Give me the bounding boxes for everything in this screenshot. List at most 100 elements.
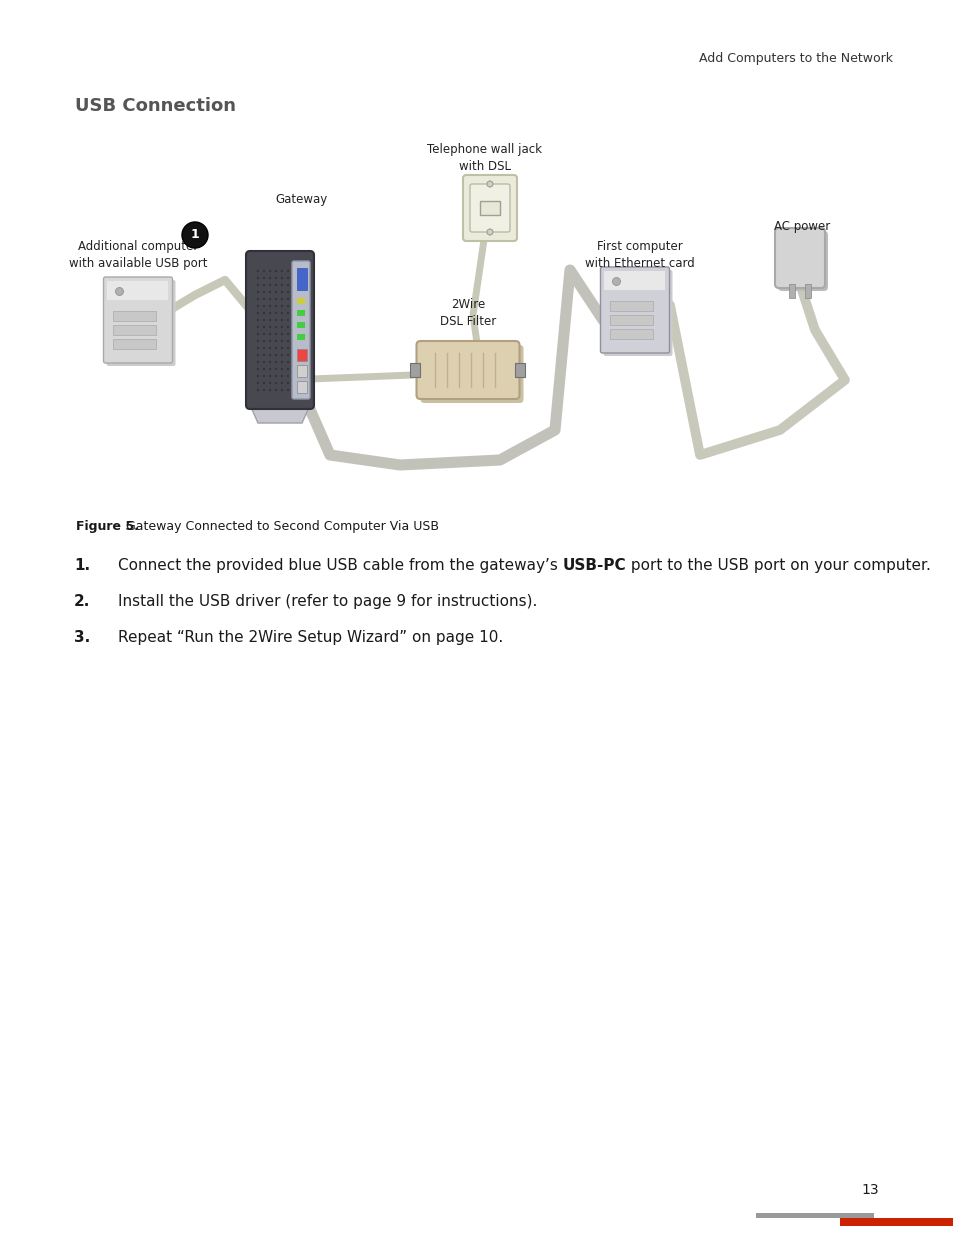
FancyBboxPatch shape bbox=[462, 175, 517, 241]
Bar bbox=[113, 311, 156, 321]
FancyBboxPatch shape bbox=[603, 270, 672, 356]
Circle shape bbox=[269, 382, 271, 384]
Circle shape bbox=[262, 353, 265, 356]
Circle shape bbox=[269, 298, 271, 300]
Text: 1: 1 bbox=[191, 228, 199, 242]
Circle shape bbox=[298, 298, 301, 300]
Circle shape bbox=[269, 347, 271, 350]
Circle shape bbox=[298, 374, 301, 377]
Circle shape bbox=[262, 389, 265, 391]
Circle shape bbox=[274, 389, 277, 391]
FancyBboxPatch shape bbox=[107, 280, 175, 366]
Circle shape bbox=[256, 305, 259, 308]
Bar bbox=[296, 268, 307, 290]
Text: USB Connection: USB Connection bbox=[75, 98, 235, 115]
Circle shape bbox=[298, 326, 301, 329]
Circle shape bbox=[293, 298, 294, 300]
Circle shape bbox=[262, 277, 265, 279]
Circle shape bbox=[115, 288, 123, 295]
Circle shape bbox=[256, 311, 259, 314]
Circle shape bbox=[256, 269, 259, 272]
Circle shape bbox=[287, 389, 289, 391]
Text: port to the USB port on your computer.: port to the USB port on your computer. bbox=[626, 558, 930, 573]
Circle shape bbox=[293, 277, 294, 279]
Circle shape bbox=[298, 277, 301, 279]
Circle shape bbox=[256, 368, 259, 370]
Text: AC power: AC power bbox=[773, 220, 829, 233]
Circle shape bbox=[293, 311, 294, 314]
Circle shape bbox=[274, 305, 277, 308]
Circle shape bbox=[293, 340, 294, 342]
Circle shape bbox=[293, 319, 294, 321]
Circle shape bbox=[298, 347, 301, 350]
Bar bbox=[755, 1213, 873, 1218]
Circle shape bbox=[274, 382, 277, 384]
Circle shape bbox=[287, 340, 289, 342]
Circle shape bbox=[274, 332, 277, 335]
Circle shape bbox=[287, 311, 289, 314]
Circle shape bbox=[269, 284, 271, 287]
Circle shape bbox=[293, 361, 294, 363]
Circle shape bbox=[298, 284, 301, 287]
Circle shape bbox=[298, 290, 301, 293]
Circle shape bbox=[280, 284, 283, 287]
Circle shape bbox=[274, 361, 277, 363]
Circle shape bbox=[256, 382, 259, 384]
Circle shape bbox=[262, 368, 265, 370]
Circle shape bbox=[262, 326, 265, 329]
Circle shape bbox=[262, 305, 265, 308]
Circle shape bbox=[262, 332, 265, 335]
Circle shape bbox=[287, 277, 289, 279]
Circle shape bbox=[256, 326, 259, 329]
Text: Connect the provided blue USB cable from the gateway’s: Connect the provided blue USB cable from… bbox=[118, 558, 562, 573]
Circle shape bbox=[262, 298, 265, 300]
Circle shape bbox=[256, 347, 259, 350]
Circle shape bbox=[274, 368, 277, 370]
Circle shape bbox=[298, 368, 301, 370]
Circle shape bbox=[280, 319, 283, 321]
Text: First computer
with Ethernet card: First computer with Ethernet card bbox=[584, 240, 694, 270]
Circle shape bbox=[269, 389, 271, 391]
Circle shape bbox=[182, 222, 208, 248]
Bar bbox=[410, 363, 420, 377]
Bar bbox=[788, 284, 794, 298]
Bar bbox=[610, 315, 653, 325]
Circle shape bbox=[274, 340, 277, 342]
Circle shape bbox=[262, 374, 265, 377]
Circle shape bbox=[280, 382, 283, 384]
Circle shape bbox=[274, 298, 277, 300]
Circle shape bbox=[269, 361, 271, 363]
Circle shape bbox=[274, 353, 277, 356]
Circle shape bbox=[298, 353, 301, 356]
Bar bbox=[296, 298, 305, 304]
Circle shape bbox=[293, 382, 294, 384]
Circle shape bbox=[262, 382, 265, 384]
Circle shape bbox=[293, 326, 294, 329]
Circle shape bbox=[486, 182, 493, 186]
Circle shape bbox=[269, 353, 271, 356]
Circle shape bbox=[256, 298, 259, 300]
FancyBboxPatch shape bbox=[420, 345, 523, 403]
Circle shape bbox=[256, 319, 259, 321]
Circle shape bbox=[293, 368, 294, 370]
Circle shape bbox=[274, 284, 277, 287]
Circle shape bbox=[269, 311, 271, 314]
Circle shape bbox=[280, 305, 283, 308]
Circle shape bbox=[280, 340, 283, 342]
Circle shape bbox=[262, 290, 265, 293]
Bar bbox=[604, 270, 665, 289]
Circle shape bbox=[287, 361, 289, 363]
Bar bbox=[296, 366, 307, 377]
Text: Gateway Connected to Second Computer Via USB: Gateway Connected to Second Computer Via… bbox=[122, 520, 438, 534]
Circle shape bbox=[262, 347, 265, 350]
Text: Install the USB driver (refer to page 9 for instructions).: Install the USB driver (refer to page 9 … bbox=[118, 594, 537, 609]
Text: USB-PC: USB-PC bbox=[562, 558, 626, 573]
Circle shape bbox=[256, 374, 259, 377]
Circle shape bbox=[262, 361, 265, 363]
Circle shape bbox=[274, 374, 277, 377]
Polygon shape bbox=[250, 405, 310, 424]
Circle shape bbox=[293, 269, 294, 272]
Text: Figure 5.: Figure 5. bbox=[76, 520, 139, 534]
Circle shape bbox=[256, 340, 259, 342]
Circle shape bbox=[256, 284, 259, 287]
